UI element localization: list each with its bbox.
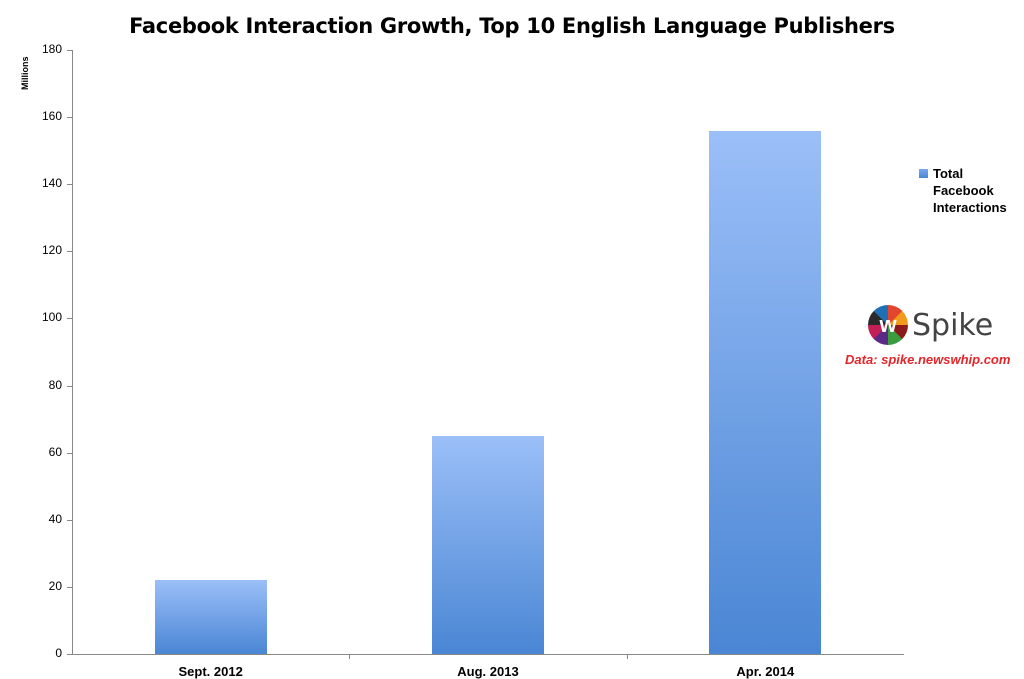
y-tick — [67, 50, 72, 51]
y-tick-label: 160 — [41, 109, 62, 124]
x-axis — [72, 654, 904, 655]
y-tick-label: 140 — [41, 176, 62, 191]
y-tick — [67, 385, 72, 387]
y-tick-label: 120 — [41, 243, 62, 258]
chart-title: Facebook Interaction Growth, Top 10 Engl… — [129, 14, 895, 38]
x-tick-label: Sept. 2012 — [178, 664, 243, 679]
legend-swatch-icon — [919, 169, 928, 178]
data-source: Data: spike.newswhip.com — [845, 352, 1011, 367]
y-axis — [72, 50, 73, 654]
y-tick-label: 180 — [41, 42, 62, 56]
spike-logo-name: Spike — [912, 307, 994, 343]
y-tick — [67, 586, 72, 588]
legend: Total Facebook Interactions — [919, 165, 1013, 216]
y-tick — [67, 117, 72, 119]
y-tick-label: 60 — [48, 444, 62, 459]
y-tick-label: 40 — [48, 511, 62, 526]
y-tick-label: 80 — [48, 377, 62, 392]
x-tick-label: Aug. 2013 — [457, 664, 519, 679]
y-tick — [67, 452, 72, 454]
y-tick — [67, 251, 72, 253]
spike-logo-icon: w — [868, 305, 908, 345]
y-tick-label: 100 — [41, 310, 62, 325]
spike-logo: w Spike — [868, 305, 993, 345]
bar-1 — [154, 580, 267, 654]
y-tick — [67, 184, 72, 186]
x-tick-label: Apr. 2014 — [736, 664, 795, 679]
y-axis-label: Millions — [20, 56, 30, 91]
bar-2 — [432, 435, 544, 654]
bar-3 — [709, 130, 822, 654]
y-tick-label: 20 — [48, 578, 62, 593]
legend-label: Total Facebook Interactions — [933, 166, 1007, 215]
y-tick — [67, 654, 72, 655]
y-tick — [67, 318, 72, 320]
x-tick — [626, 654, 628, 659]
y-tick — [67, 519, 72, 521]
x-tick — [349, 654, 351, 659]
y-tick-label: 0 — [55, 646, 62, 660]
